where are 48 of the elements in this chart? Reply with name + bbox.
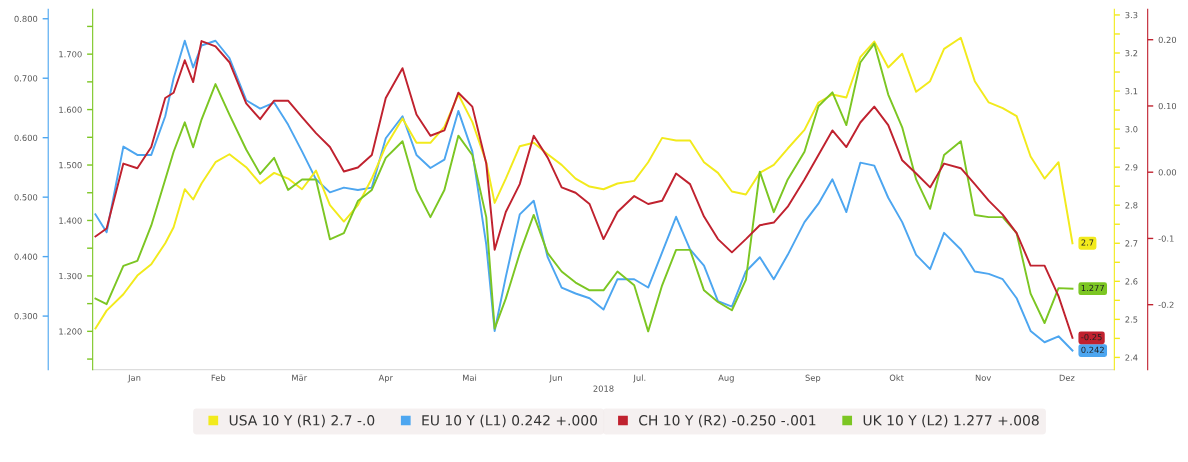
y2-tick-label: 0.10: [1158, 102, 1177, 110]
y-tick-label: 0.400: [14, 253, 38, 260]
legend-label: CH 10 Y (R2) -0.250 -.001: [639, 414, 816, 428]
x-tick-label: Feb: [211, 374, 226, 381]
x-tick-label: Aug: [718, 374, 734, 383]
y2-tick-label: 2.4: [1125, 354, 1138, 361]
x-tick-label: Mai: [463, 374, 477, 381]
y2-tick-label: 3.3: [1125, 11, 1138, 19]
y2-tick-label: 2.5: [1125, 316, 1138, 323]
y-tick-label: 1.700: [59, 51, 82, 58]
x-tick-label: Sep: [805, 374, 821, 383]
x-axis-title: 2018: [593, 385, 614, 392]
data-label: -0.25: [1081, 333, 1102, 341]
x-tick-label: Jul.: [633, 374, 646, 383]
y2-tick-label: 0.20: [1158, 36, 1177, 43]
y-tick-label: 0.300: [14, 313, 38, 320]
y2-tick-label: 2.8: [1125, 202, 1138, 209]
y-tick-label: 0.500: [14, 194, 38, 201]
y-tick-label: 0.800: [14, 15, 38, 23]
y2-tick-label: 2.7: [1125, 240, 1138, 247]
x-tick-label: Jan: [127, 374, 141, 383]
legend-label: USA 10 Y (R1) 2.7 -.0: [229, 414, 375, 428]
y2-tick-label: 3.1: [1125, 88, 1138, 95]
y-tick-label: 0.600: [14, 134, 38, 141]
x-tick-label: Dez: [1059, 374, 1075, 381]
legend-label: EU 10 Y (L1) 0.242 +.000: [422, 414, 598, 428]
y2-tick-label: -0.1: [1158, 235, 1174, 242]
data-label: 0.242: [1081, 346, 1104, 353]
y-tick-label: 1.200: [59, 328, 82, 335]
y-tick-label: 1.300: [59, 272, 82, 280]
y-tick-label: 1.400: [59, 217, 82, 224]
x-tick-label: Apr: [378, 374, 393, 383]
y2-tick-label: -0.2: [1158, 301, 1174, 308]
y2-tick-label: 2.9: [1125, 164, 1138, 171]
data-label: 1.277: [1081, 284, 1104, 291]
y-tick-label: 0.700: [14, 75, 38, 82]
y-tick-label: 1.500: [59, 162, 82, 169]
x-tick-label: Nov: [975, 374, 992, 381]
y2-tick-label: 2.6: [1125, 278, 1138, 285]
legend-label: UK 10 Y (L2) 1.277 +.008: [863, 414, 1039, 428]
y-tick-label: 1.600: [59, 106, 82, 113]
y2-tick-label: 0.00: [1158, 169, 1177, 176]
y2-tick-label: 3.2: [1125, 49, 1138, 57]
x-tick-label: Jun: [549, 374, 562, 383]
y2-tick-label: 3.0: [1125, 126, 1138, 133]
data-label: 2.7: [1081, 239, 1094, 246]
x-tick-label: Mär: [292, 374, 308, 381]
x-tick-label: Okt: [889, 374, 904, 381]
